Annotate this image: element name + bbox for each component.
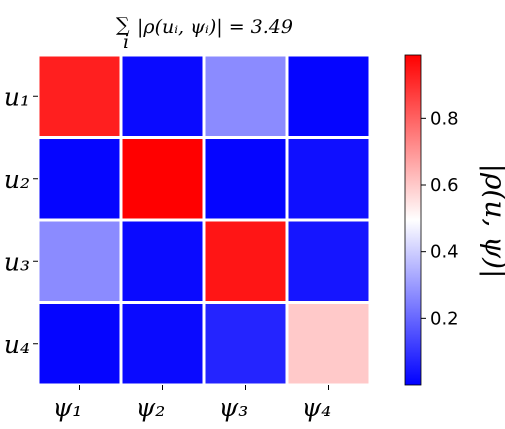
column-tick-label-4: ψ₄: [302, 393, 332, 422]
colorbar-gradient: [404, 54, 422, 386]
colorbar-ticks: 0.2 0.4 0.6 0.8: [421, 108, 459, 329]
heatmap-cell-r4-c1: [36, 301, 123, 387]
row-tick-labels: u₁ u₂ u₃ u₄: [4, 82, 38, 359]
colorbar: [404, 54, 422, 386]
row-tick-label-4: u₄: [4, 330, 30, 359]
title-sum-symbol: ∑: [116, 14, 130, 36]
heatmap-cell-r2-c3: [202, 136, 289, 222]
colorbar-tick-label-4: 0.8: [430, 108, 459, 129]
column-tick-labels: ψ₁ ψ₂ ψ₃ ψ₄: [53, 385, 332, 422]
colorbar-label: |ρ(u, ψ)|: [479, 164, 505, 279]
heatmap-cell-r1-c3: [202, 53, 289, 139]
row-tick-label-1: u₁: [4, 82, 30, 111]
heatmap-cell-r3-c4: [285, 218, 372, 304]
row-tick-label-3: u₃: [4, 247, 30, 276]
colorbar-tick-label-3: 0.6: [430, 175, 459, 196]
heatmap-cell-r1-c4: [285, 53, 372, 139]
column-tick-label-2: ψ₂: [136, 393, 166, 422]
chart-title: ∑ i |ρ(uᵢ, ψᵢ)| = 3.49: [116, 14, 293, 53]
heatmap-cell-r4-c4: [285, 301, 372, 387]
heatmap-cells: [36, 53, 372, 387]
heatmap-cell-r3-c3: [202, 218, 289, 304]
colorbar-tick-label-1: 0.2: [430, 308, 459, 329]
heatmap-cell-r1-c2: [119, 53, 206, 139]
heatmap-cell-r4-c3: [202, 301, 289, 387]
title-sum-subscript: i: [123, 31, 129, 53]
heatmap-cell-r2-c2: [119, 136, 206, 222]
row-tick-label-2: u₂: [4, 165, 30, 194]
heatmap-cell-r2-c4: [285, 136, 372, 222]
heatmap-cell-r2-c1: [36, 136, 123, 222]
column-tick-label-1: ψ₁: [53, 393, 83, 422]
column-tick-label-3: ψ₃: [219, 393, 249, 422]
heatmap-cell-r1-c1: [36, 53, 123, 139]
heatmap-cell-r3-c2: [119, 218, 206, 304]
heatmap-cell-r4-c2: [119, 301, 206, 387]
title-expression: |ρ(uᵢ, ψᵢ)| = 3.49: [137, 16, 293, 38]
colorbar-tick-label-2: 0.4: [430, 242, 459, 263]
heatmap-cell-r3-c1: [36, 218, 123, 304]
